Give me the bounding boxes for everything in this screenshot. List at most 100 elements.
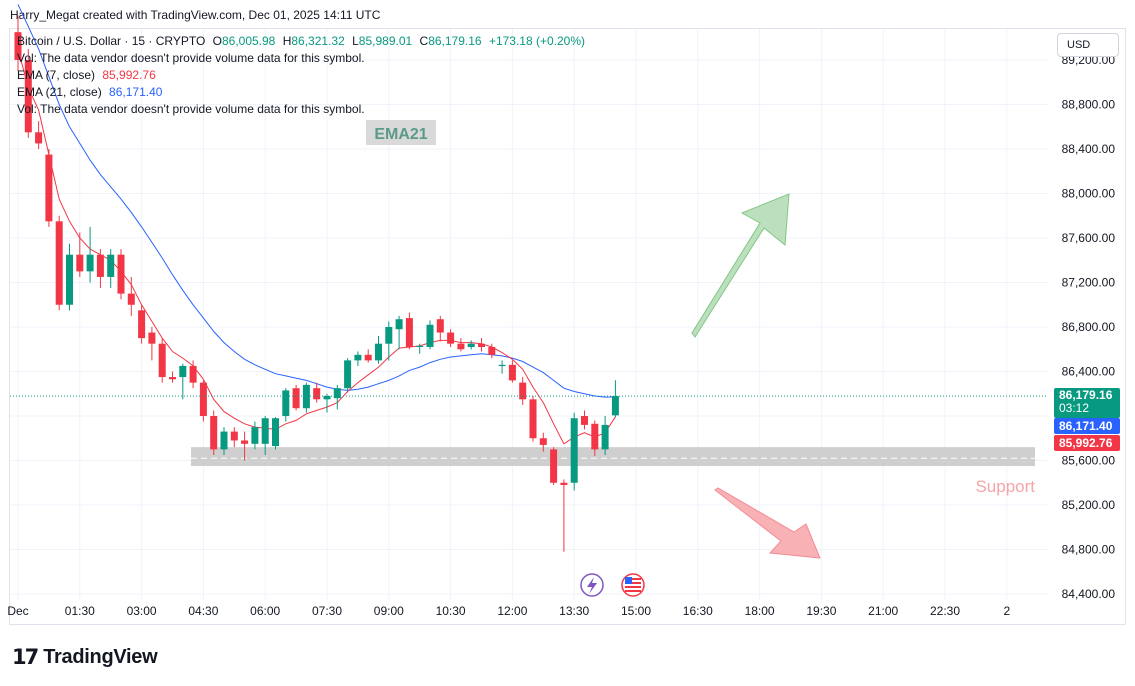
candle-down[interactable]	[169, 371, 176, 383]
candle-down[interactable]	[241, 431, 249, 461]
candle-down[interactable]	[14, 15, 22, 72]
candle-up[interactable]	[467, 340, 475, 350]
candle-down[interactable]	[447, 329, 455, 348]
tradingview-logo[interactable]: 17 TradingView	[12, 645, 158, 669]
candle-body	[591, 423, 599, 450]
ema21-legend-label[interactable]: EMA (21, close)	[17, 85, 102, 99]
close-label: C	[419, 34, 429, 48]
candle-up[interactable]	[416, 343, 424, 354]
y-tick-label: 88,400.00	[1062, 142, 1116, 156]
support-annotation-text: Support	[975, 477, 1035, 496]
candle-up[interactable]	[354, 351, 362, 366]
y-tick-label: 88,000.00	[1062, 187, 1116, 201]
candle-up[interactable]	[86, 226, 94, 283]
candle-body	[539, 438, 547, 445]
candle-down[interactable]	[529, 395, 537, 442]
x-tick-label: Dec	[7, 604, 28, 618]
candle-body	[313, 388, 321, 400]
candle-body	[35, 132, 43, 144]
x-tick-label: 06:00	[250, 604, 280, 618]
y-tick-label: 85,200.00	[1062, 498, 1116, 512]
candle-down[interactable]	[148, 327, 156, 361]
candle-up[interactable]	[395, 315, 403, 350]
candle-body	[282, 390, 290, 416]
candle-down[interactable]	[591, 420, 599, 457]
candle-up[interactable]	[333, 384, 341, 410]
high-value: 86,321.32	[291, 34, 345, 48]
us-flag-icon[interactable]	[621, 573, 645, 597]
candle-down[interactable]	[488, 343, 496, 359]
candle-down[interactable]	[292, 384, 300, 411]
candle-up[interactable]	[426, 320, 434, 350]
candle-body	[344, 360, 352, 389]
candle-down[interactable]	[199, 380, 207, 422]
candle-down[interactable]	[55, 215, 63, 311]
candle-body	[220, 431, 228, 450]
candle-body	[55, 221, 63, 305]
support-zone[interactable]	[191, 447, 1035, 467]
candle-body	[24, 60, 32, 133]
candle-down[interactable]	[436, 315, 444, 342]
candle-down[interactable]	[405, 312, 413, 350]
candle-down[interactable]	[24, 48, 32, 138]
candle-body	[508, 364, 516, 381]
candle-up[interactable]	[570, 412, 578, 491]
currency-button[interactable]: USD	[1057, 33, 1119, 57]
candle-down[interactable]	[539, 432, 547, 452]
candle-body	[375, 343, 382, 361]
x-tick-label: 10:30	[436, 604, 466, 618]
candle-up[interactable]	[344, 358, 352, 392]
candle-body	[457, 343, 465, 350]
candle-up[interactable]	[107, 249, 115, 289]
candle-down[interactable]	[158, 338, 166, 383]
candle-down[interactable]	[313, 382, 321, 403]
ema7-legend-label[interactable]: EMA (7, close)	[17, 68, 96, 82]
candle-down[interactable]	[550, 447, 558, 485]
candle-down[interactable]	[96, 249, 104, 289]
candle-up[interactable]	[179, 363, 187, 400]
candle-up[interactable]	[498, 360, 506, 374]
candle-down[interactable]	[45, 149, 53, 227]
candle-down[interactable]	[478, 338, 485, 352]
candle-up[interactable]	[323, 393, 331, 413]
candle-down[interactable]	[210, 410, 218, 455]
candle-up[interactable]	[261, 416, 269, 455]
candle-up[interactable]	[375, 335, 382, 364]
x-tick-label: 2	[1003, 604, 1010, 618]
candle-body	[560, 482, 568, 485]
candle-down[interactable]	[508, 360, 516, 383]
bar-countdown: 03:12	[1059, 401, 1090, 416]
candle-up[interactable]	[66, 243, 73, 311]
lightning-event-icon[interactable]	[580, 573, 604, 597]
candle-up[interactable]	[385, 321, 393, 361]
candle-down[interactable]	[138, 304, 146, 344]
candle-up[interactable]	[611, 380, 619, 418]
candle-up[interactable]	[251, 421, 259, 450]
candle-body	[364, 354, 372, 361]
candle-down[interactable]	[189, 360, 197, 389]
candle-down[interactable]	[581, 410, 588, 430]
candle-down[interactable]	[230, 427, 238, 448]
candle-down[interactable]	[560, 479, 568, 552]
y-tick-label: 86,800.00	[1062, 320, 1116, 334]
candle-body	[395, 319, 403, 330]
ema7-legend-row: EMA (7, close) 85,992.76	[17, 67, 160, 83]
candle-up[interactable]	[282, 388, 290, 422]
candle-down[interactable]	[117, 249, 125, 300]
symbol-name[interactable]: Bitcoin / U.S. Dollar · 15 · CRYPTO	[17, 34, 206, 48]
candle-down[interactable]	[364, 349, 372, 363]
x-tick-label: 19:30	[806, 604, 836, 618]
candle-body	[96, 254, 104, 277]
candle-body	[611, 396, 619, 416]
candle-down[interactable]	[76, 232, 84, 277]
candle-up[interactable]	[302, 382, 310, 413]
candle-up[interactable]	[220, 427, 228, 455]
candle-down[interactable]	[519, 377, 527, 405]
x-tick-label: 09:00	[374, 604, 404, 618]
candle-body	[570, 418, 578, 483]
candle-down[interactable]	[35, 121, 43, 149]
candle-up[interactable]	[601, 416, 609, 455]
candle-down[interactable]	[127, 276, 135, 316]
candle-down[interactable]	[457, 338, 465, 352]
candle-up[interactable]	[272, 417, 279, 450]
